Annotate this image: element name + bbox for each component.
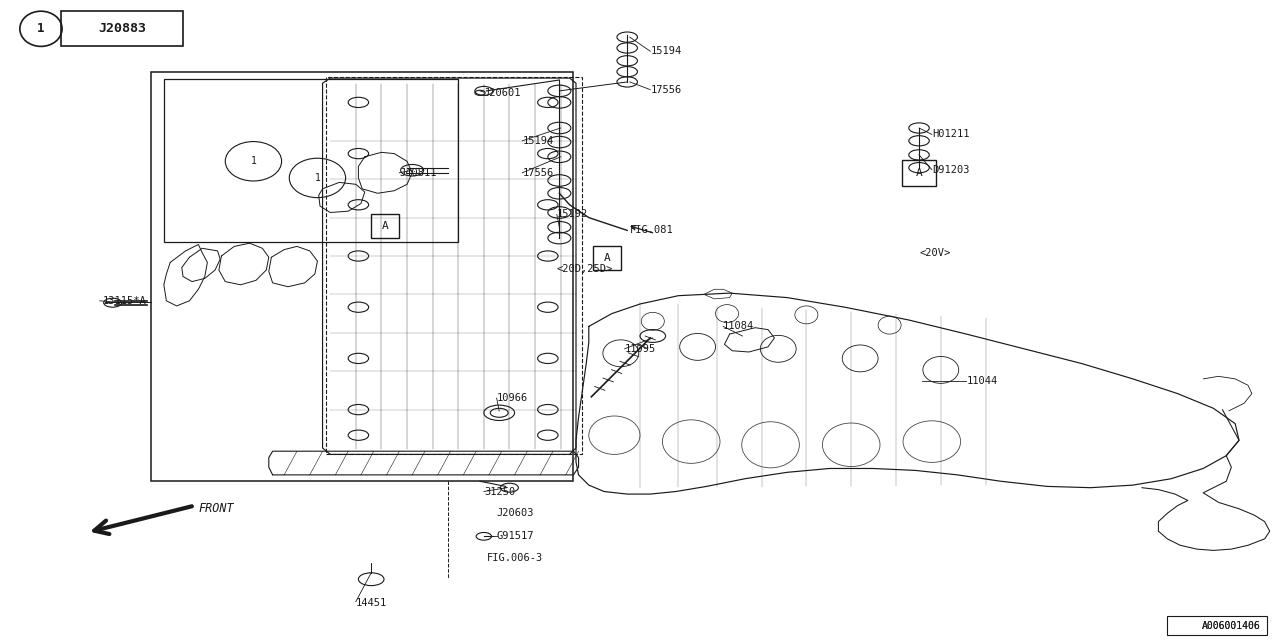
Text: A: A <box>915 168 923 178</box>
Bar <box>326 77 582 454</box>
Text: FIG.081: FIG.081 <box>630 225 673 236</box>
Text: 11044: 11044 <box>966 376 997 386</box>
Text: 17556: 17556 <box>650 84 681 95</box>
Text: A: A <box>603 253 611 263</box>
Text: 15194: 15194 <box>650 46 681 56</box>
Text: 1: 1 <box>251 156 256 166</box>
Text: FIG.006-3: FIG.006-3 <box>486 553 543 563</box>
Bar <box>902 160 936 186</box>
Text: J40811: J40811 <box>399 168 436 178</box>
Text: 1: 1 <box>315 173 320 183</box>
Text: 13115*A: 13115*A <box>102 296 146 306</box>
Bar <box>371 214 399 238</box>
Text: H01211: H01211 <box>932 129 969 140</box>
Text: D91203: D91203 <box>932 164 969 175</box>
Bar <box>61 11 183 46</box>
Text: 10966: 10966 <box>497 393 527 403</box>
Text: <20D,25D>: <20D,25D> <box>557 264 613 274</box>
Bar <box>593 246 621 270</box>
Bar <box>1167 616 1267 635</box>
Bar <box>151 72 573 481</box>
Text: 15194: 15194 <box>522 136 553 146</box>
Text: A006001406: A006001406 <box>1202 621 1261 631</box>
Text: 11084: 11084 <box>723 321 754 332</box>
Text: 31250: 31250 <box>484 486 515 497</box>
Text: J20601: J20601 <box>484 88 521 98</box>
Text: 1: 1 <box>37 22 45 35</box>
Text: G91517: G91517 <box>497 531 534 541</box>
Text: A: A <box>381 221 389 231</box>
Text: J20603: J20603 <box>497 508 534 518</box>
Text: J20883: J20883 <box>99 22 146 35</box>
Bar <box>164 79 458 242</box>
Text: 17556: 17556 <box>522 168 553 178</box>
Text: FRONT: FRONT <box>198 502 234 515</box>
Text: A006001406: A006001406 <box>1202 621 1261 631</box>
Text: 15192: 15192 <box>557 209 588 220</box>
Text: 14451: 14451 <box>356 598 387 608</box>
Text: 11095: 11095 <box>625 344 655 354</box>
Text: <20V>: <20V> <box>919 248 950 258</box>
